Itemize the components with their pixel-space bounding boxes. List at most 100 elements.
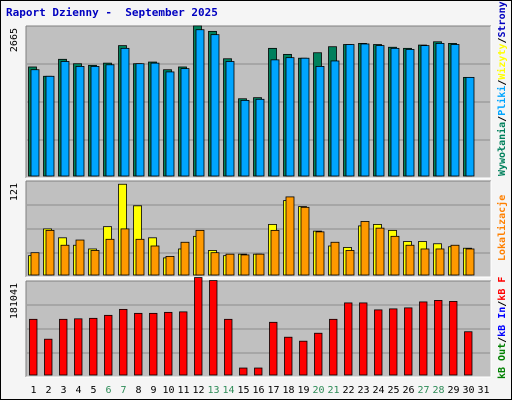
bar-lokalizacje (90, 250, 100, 276)
bar-lokalizacje (435, 248, 445, 276)
bar-lokalizacje (255, 253, 265, 276)
bar-lokalizacje (270, 229, 280, 276)
bar-kb f (134, 312, 143, 376)
x-tick-label: 26 (402, 385, 414, 396)
bar-kb f (374, 309, 383, 376)
bar-kb f (434, 300, 443, 376)
bar-lokalizacje (405, 244, 415, 276)
x-tick-label: 4 (75, 385, 81, 396)
x-tick-label: 23 (357, 385, 369, 396)
bar-pliki (75, 66, 85, 177)
x-tick-label: 29 (447, 385, 459, 396)
bar-kb f (74, 318, 83, 376)
bar-kb f (314, 332, 323, 376)
bar-lokalizacje (360, 221, 370, 276)
bar-pliki (300, 57, 310, 177)
bar-kb f (254, 367, 263, 376)
bar-kb f (284, 336, 293, 376)
bar-pliki (165, 71, 175, 177)
bar-pliki (195, 29, 205, 177)
legend-kbytes: kB Out/kB In/kB F (497, 277, 508, 379)
x-tick-label: 8 (135, 385, 141, 396)
x-tick-label: 27 (417, 385, 429, 396)
bar-pliki (465, 76, 475, 177)
x-tick-label: 30 (462, 385, 474, 396)
legend-hits-files-separator: / (497, 116, 508, 122)
x-tick-label: 17 (267, 385, 279, 396)
bar-lokalizacje (450, 244, 460, 276)
bar-kb f (239, 367, 248, 376)
bar-pliki (225, 61, 235, 177)
legend-hits-files-separator: / (497, 80, 508, 86)
bar-lokalizacje (165, 256, 175, 276)
bar-pliki (255, 98, 265, 177)
bar-lokalizacje (75, 239, 85, 276)
bar-kb f (59, 318, 68, 376)
bar-kb f (389, 308, 398, 376)
bar-kb f (164, 311, 173, 376)
bar-lokalizacje (420, 248, 430, 276)
bar-pliki (435, 43, 445, 177)
bar-lokalizacje (465, 248, 475, 276)
x-tick-label: 13 (207, 385, 219, 396)
bar-kb f (29, 318, 38, 376)
x-tick-label: 18 (282, 385, 294, 396)
bar-lokalizacje (180, 241, 190, 276)
legend-kbytes-separator: / (497, 301, 508, 307)
bar-lokalizacje (135, 238, 145, 276)
x-tick-label: 5 (90, 385, 96, 396)
bar-pliki (330, 60, 340, 177)
bar-pliki (375, 45, 385, 177)
bar-kb f (89, 317, 98, 376)
bar-pliki (240, 99, 250, 177)
x-tick-label: 9 (150, 385, 156, 396)
bar-kb f (209, 280, 218, 376)
bar-pliki (405, 49, 415, 177)
bar-kb f (299, 340, 308, 376)
legend-hits-files: Wywołania/Pliki/Wizyty/Strony (496, 1, 508, 176)
x-tick-label: 24 (372, 385, 384, 396)
bar-kb f (464, 331, 473, 376)
y-axis-max-label: 2665 (9, 28, 20, 52)
bar-pliki (270, 59, 280, 177)
bar-pliki (210, 34, 220, 177)
bar-kb f (329, 318, 338, 376)
legend-hits-files-item: Strony (497, 1, 508, 37)
bar-lokalizacje (60, 244, 70, 276)
bar-pliki (420, 45, 430, 177)
x-tick-label: 12 (192, 385, 204, 396)
y-axis-max-label: 121 (9, 183, 20, 201)
bar-pliki (285, 57, 295, 177)
x-tick-label: 22 (342, 385, 354, 396)
legend-kbytes-item: kB Out (497, 343, 508, 379)
bar-kb f (224, 318, 233, 376)
y-axis-max-label: 181041 (9, 283, 20, 319)
x-tick-label: 1 (30, 385, 36, 396)
legend-hits-files-separator: / (497, 37, 508, 43)
bar-lokalizacje (225, 253, 235, 276)
bar-lokalizacje (240, 254, 250, 276)
bar-lokalizacje (375, 227, 385, 276)
bar-kb f (119, 308, 128, 376)
bar-lokalizacje (195, 229, 205, 276)
x-tick-label: 21 (327, 385, 339, 396)
bar-pliki (180, 68, 190, 177)
x-tick-label: 19 (297, 385, 309, 396)
bar-lokalizacje (285, 196, 295, 276)
x-tick-label: 2 (45, 385, 51, 396)
bar-pliki (315, 66, 325, 177)
legend-sites-item: Lokalizacje (496, 195, 508, 261)
bar-lokalizacje (150, 245, 160, 276)
legend-sites: Lokalizacje (496, 195, 508, 261)
bar-kb f (404, 307, 413, 376)
chart-title: Raport Dzienny - September 2025 (6, 6, 218, 19)
legend-kbytes-item: kB In (497, 307, 508, 337)
bar-lokalizacje (105, 238, 115, 276)
bar-pliki (90, 66, 100, 177)
bar-kb f (194, 277, 203, 376)
x-tick-label: 15 (237, 385, 249, 396)
bar-lokalizacje (120, 228, 130, 276)
bar-kb f (449, 301, 458, 376)
bar-lokalizacje (330, 241, 340, 276)
